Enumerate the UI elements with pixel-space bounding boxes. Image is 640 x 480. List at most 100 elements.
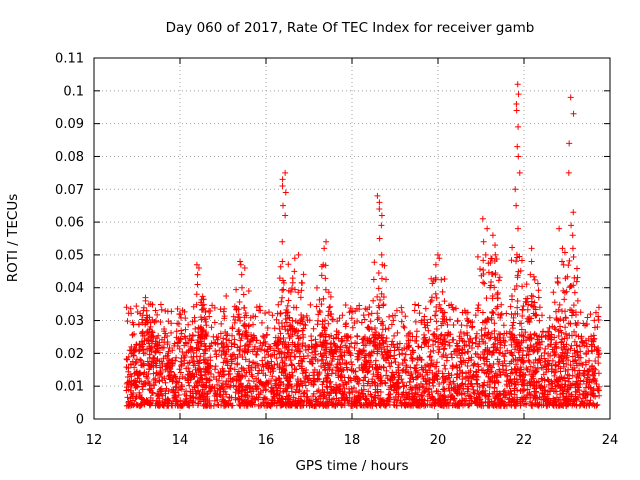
data-point [484, 225, 491, 232]
data-point [326, 361, 333, 368]
data-point [310, 381, 317, 388]
data-point [584, 376, 591, 383]
data-point [430, 382, 437, 389]
data-point [153, 317, 160, 324]
data-point [292, 402, 299, 409]
data-point [482, 325, 489, 332]
data-point [179, 373, 186, 380]
data-point [556, 225, 563, 232]
data-point [372, 357, 379, 364]
data-point [287, 374, 294, 381]
data-point [260, 399, 267, 406]
data-point [514, 143, 521, 150]
data-point [426, 336, 433, 343]
data-point [549, 366, 556, 373]
data-point [519, 283, 526, 290]
data-point [398, 309, 405, 316]
data-point [227, 365, 234, 372]
data-point [168, 320, 175, 327]
data-point [310, 369, 317, 376]
data-point [295, 345, 302, 352]
data-point [538, 352, 545, 359]
data-point [409, 355, 416, 362]
data-point [439, 353, 446, 360]
data-point [548, 331, 555, 338]
data-point [243, 323, 250, 330]
data-point [194, 339, 201, 346]
data-point [153, 362, 160, 369]
data-point [540, 328, 547, 335]
data-point [320, 334, 327, 341]
data-point [398, 376, 405, 383]
data-point [150, 370, 157, 377]
data-point [518, 326, 525, 333]
data-point [551, 334, 558, 341]
data-point [298, 287, 305, 294]
data-point [283, 362, 290, 369]
data-point [590, 386, 597, 393]
data-point [387, 376, 394, 383]
y-tick-label: 0.05 [55, 248, 84, 263]
data-point [433, 325, 440, 332]
data-point [250, 332, 257, 339]
data-point [360, 312, 367, 319]
data-point [500, 334, 507, 341]
data-point [488, 270, 495, 277]
data-point [437, 332, 444, 339]
data-point [455, 401, 462, 408]
data-point [420, 389, 427, 396]
data-point [441, 392, 448, 399]
data-point [519, 371, 526, 378]
data-point [439, 370, 446, 377]
data-point [587, 311, 594, 318]
data-point [560, 363, 567, 370]
data-point [221, 402, 228, 409]
data-point [465, 357, 472, 364]
data-point [458, 400, 465, 407]
data-point [259, 342, 266, 349]
data-point [386, 386, 393, 393]
data-point [574, 362, 581, 369]
data-point [588, 333, 595, 340]
data-point [260, 339, 267, 346]
data-point [353, 305, 360, 312]
data-point [364, 369, 371, 376]
data-point [193, 344, 200, 351]
data-point [446, 302, 453, 309]
data-point [242, 356, 249, 363]
data-point [241, 314, 248, 321]
data-point [201, 315, 208, 322]
data-point [271, 351, 278, 358]
data-point [175, 392, 182, 399]
data-point [343, 337, 350, 344]
data-point [523, 401, 530, 408]
data-point [461, 349, 468, 356]
data-point [154, 311, 161, 318]
data-point [436, 380, 443, 387]
data-point [503, 378, 510, 385]
data-point [557, 315, 564, 322]
data-point [439, 402, 446, 409]
data-point [388, 321, 395, 328]
data-point [486, 402, 493, 409]
data-point [563, 395, 570, 402]
data-point [383, 335, 390, 342]
data-point [433, 359, 440, 366]
data-point [513, 107, 520, 114]
data-point [360, 402, 367, 409]
data-point [211, 397, 218, 404]
data-point [512, 339, 519, 346]
data-point [314, 388, 321, 395]
data-point [178, 361, 185, 368]
data-point [329, 367, 336, 374]
data-point [341, 349, 348, 356]
data-point [403, 362, 410, 369]
data-point [486, 347, 493, 354]
data-point [342, 342, 349, 349]
data-point [193, 261, 200, 268]
data-point [479, 309, 486, 316]
data-point [496, 366, 503, 373]
data-point [441, 298, 448, 305]
data-point [508, 311, 515, 318]
data-point [429, 395, 436, 402]
